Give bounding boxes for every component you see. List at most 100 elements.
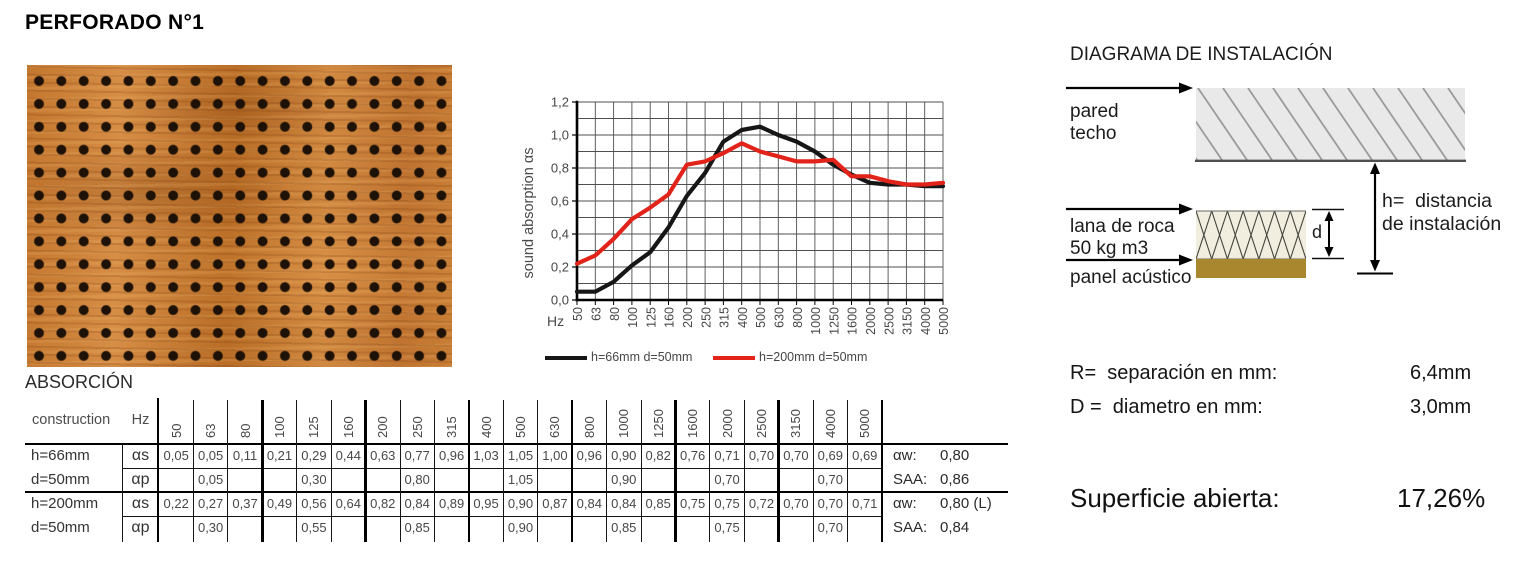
table-cell: 0,87 [542,496,568,511]
table-column-line [674,400,677,542]
freq-header-label: 200 [375,416,391,438]
freq-header-cell: 315 [434,398,468,442]
freq-header-label: 160 [340,416,356,438]
open-surface-value: 17,26% [1397,483,1486,513]
freq-header-cell: 80 [228,398,262,442]
table-column-line [570,400,574,542]
table-cell: 0,30 [301,472,327,487]
x-tick-label: 5000 [937,307,951,335]
table-column-line [502,400,504,542]
table-column-line [330,400,332,542]
table-cell: 0,69 [852,448,878,463]
table-column-line [777,400,780,542]
ceiling-hatch-lines [1196,88,1465,160]
rockwool-label-line1: lana de roca [1070,216,1175,237]
x-tick-label: 2500 [882,307,896,335]
freq-header-cell: 500 [503,398,537,442]
table-cell: 0,85 [404,520,430,535]
table-cell: 0,69 [817,448,843,463]
x-tick-label: 125 [644,307,658,328]
table-cell: 0,71 [714,448,740,463]
x-tick-label: 500 [754,307,768,328]
summary-label: αw: [893,495,917,512]
table-cell: 0,72 [748,496,775,511]
table-column-line [709,400,711,542]
x-tick-label: 400 [736,307,750,328]
freq-header-label: 1250 [650,409,666,438]
construction-label: d=50mm [31,519,90,536]
freq-header-label: 630 [547,416,563,438]
freq-header-cell: 2500 [744,398,778,442]
freq-header-label: 800 [581,416,597,438]
construction-label: h=200mm [31,495,99,512]
table-cell: 0,56 [301,496,327,511]
table-cell: 0,27 [197,496,224,511]
freq-header-cell: 200 [366,398,400,442]
x-tick-label: 100 [626,307,640,328]
table-cell: 1,05 [507,472,534,487]
x-tick-label: 63 [590,307,604,321]
table-column-line [227,400,229,542]
table-column-line [192,400,194,542]
wall-label: pared [1070,101,1119,122]
table-line-construction-divider [122,444,123,542]
chart-x-unit-label: Hz [547,313,564,329]
rockwool-leader-arrow-head [1179,203,1193,215]
table-cell: 0,11 [232,448,258,463]
table-cell: 1,03 [473,448,499,463]
summary-value: 0,84 [940,519,970,536]
ceiling-label: techo [1070,123,1116,144]
table-cell: 0,95 [473,496,499,511]
chart-series-line-1 [574,124,946,294]
h-dimension-label-line1: h= distancia [1382,190,1492,212]
table-column-line [399,400,401,542]
table-cell: 1,00 [542,448,568,463]
legend-line-swatch-series2 [713,356,755,360]
freq-header-label: 5000 [857,409,873,438]
table-cell: 0,82 [645,448,671,463]
table-rule-header-bottom [25,442,1008,446]
row-label: αp [131,519,150,536]
table-cell: 0,85 [645,496,671,511]
table-cell: 0,84 [611,496,637,511]
table-rule-group-divider [25,490,1008,494]
x-tick-label: 4000 [919,307,933,335]
x-tick-label: 160 [663,307,677,328]
freq-header-cell: 2000 [710,398,744,442]
table-cell: 0,84 [404,496,430,511]
table-cell: 0,75 [679,496,706,511]
y-tick-label: 0,8 [551,161,569,176]
table-cell: 0,90 [611,448,637,463]
table-rule-row-divider [122,515,882,517]
table-cell: 0,70 [783,496,809,511]
spec-row-diameter: D = diametro en mm: 3,0mm [1060,396,1510,420]
rockwool-label-line2: 50 kg m3 [1070,238,1148,259]
freq-header-label: 100 [271,416,287,438]
table-cell: 0,89 [438,496,465,511]
freq-header-label: 63 [203,423,219,438]
table-cell: 0,70 [817,520,843,535]
chart-y-axis-title: sound absorption αs [521,148,537,279]
table-cell: 0,90 [507,496,534,511]
freq-header-label: 2500 [753,409,769,438]
table-cell: 0,90 [507,520,534,535]
row-label: αp [131,471,150,488]
h-dim-arrowhead-up [1370,162,1380,174]
y-tick-label: 0,2 [551,260,569,275]
legend-label-series1: h=66mm d=50mm [591,350,693,364]
freq-header-label: 500 [512,416,528,438]
summary-label: SAA: [893,519,928,536]
table-cell: 0,21 [266,448,293,463]
x-tick-label: 1600 [846,307,860,335]
table-column-line [364,400,367,542]
table-cell: 0,49 [266,496,293,511]
table-cell: 0,85 [611,520,637,535]
absorption-table: construction Hz 50 63 80 100 125 160 200 250 315… [25,398,1010,544]
d-dim-arrowhead-up [1324,211,1334,221]
table-cell: 0,71 [852,496,878,511]
table-column-line [743,400,745,542]
table-line-hz-divider [156,398,160,542]
table-cell: 0,44 [335,448,361,463]
freq-header-label: 3150 [788,409,804,438]
freq-header-cell: 1000 [607,398,641,442]
